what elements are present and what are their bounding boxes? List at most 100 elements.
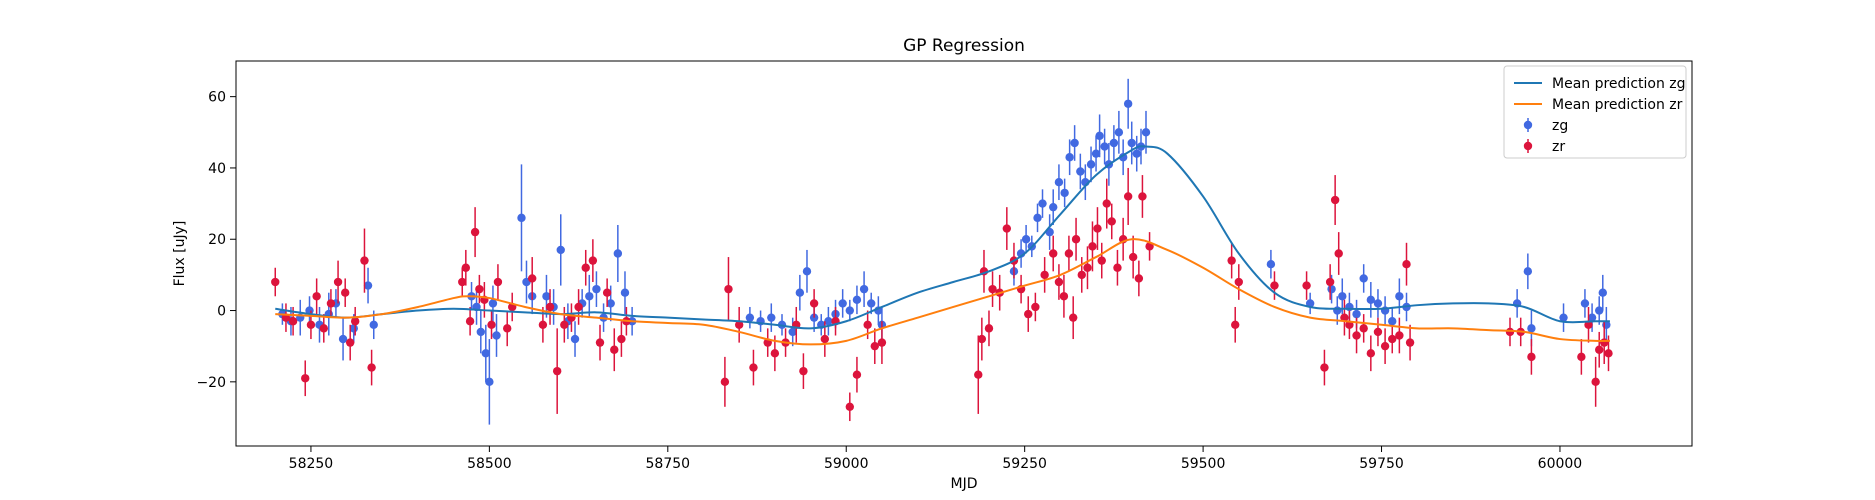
data-point-zg [795, 288, 805, 297]
y-tick-label: 0 [217, 304, 226, 320]
data-point-zr [1352, 331, 1361, 340]
chart-title: GP Regression [903, 36, 1025, 56]
data-point-zg [613, 249, 623, 258]
data-point-zr [1102, 199, 1111, 208]
data-point-zr [863, 320, 872, 329]
data-point-zg [824, 317, 833, 326]
legend-item-mean-prediction-zg: Mean prediction zg [1514, 76, 1686, 92]
data-point-zg [1580, 299, 1590, 308]
data-point-zg [1127, 138, 1136, 148]
data-point-zg [485, 377, 494, 387]
data-point-zr [984, 324, 994, 333]
x-tick-label: 58500 [467, 456, 512, 472]
data-point-zg [788, 327, 797, 337]
data-point-zr [475, 284, 484, 294]
data-point-zr [458, 277, 467, 287]
data-point-zr [870, 341, 879, 351]
legend-box [1503, 65, 1687, 159]
data-point-zg [1065, 153, 1074, 162]
data-point-zr [350, 317, 360, 326]
data-point-zg [1033, 213, 1042, 223]
data-point-zr [360, 256, 369, 265]
data-point-zr [988, 284, 997, 294]
data-point-zr [465, 317, 475, 326]
data-point-zg [1118, 153, 1128, 162]
data-point-zg [767, 313, 776, 322]
data-point-zg [1266, 259, 1276, 269]
data-point-zr [306, 320, 316, 329]
data-point-zg [1359, 274, 1368, 283]
data-point-zr [1088, 242, 1097, 251]
data-point-zg [1054, 178, 1064, 187]
data-point-zr [1325, 277, 1335, 287]
data-point-zg [1076, 167, 1085, 176]
data-point-zr [1359, 324, 1368, 333]
data-point-zg [845, 306, 855, 315]
x-tick-label: 58750 [646, 456, 691, 472]
data-point-zr [341, 288, 350, 297]
data-point-zr [1083, 263, 1092, 272]
data-point-zr [1577, 352, 1586, 362]
data-point-zg [1070, 138, 1079, 148]
data-point-zr [1402, 259, 1411, 269]
data-point-zg [1100, 142, 1109, 151]
data-point-zr [461, 263, 471, 272]
data-point-zg [1345, 302, 1354, 312]
data-point-zg [1141, 128, 1151, 137]
data-point-zr [749, 363, 758, 372]
data-point-zg [852, 295, 862, 305]
data-point-zr [503, 324, 512, 333]
x-tick-label: 59750 [1359, 456, 1404, 472]
y-tick-label: 20 [208, 232, 226, 248]
data-point-zr [1604, 349, 1613, 358]
data-point-zr [574, 302, 583, 312]
data-point-zr [799, 366, 808, 376]
data-point-zg [1091, 149, 1101, 158]
data-point-zr [1380, 341, 1390, 351]
data-point-zr [1395, 331, 1404, 340]
data-point-zr [610, 345, 619, 354]
data-point-zg [838, 299, 847, 308]
data-point-zg [1587, 313, 1597, 322]
data-point-zr [545, 302, 555, 312]
data-point-zg [745, 313, 755, 322]
data-point-zr [1054, 277, 1064, 287]
data-point-zr [581, 263, 590, 272]
data-point-zg [1595, 306, 1604, 315]
data-point-zr [1334, 249, 1343, 258]
data-point-zr [1138, 192, 1147, 201]
data-point-zr [1128, 252, 1138, 262]
x-tick-label: 58250 [289, 456, 334, 472]
data-point-zr [1231, 320, 1240, 329]
data-point-zg [1021, 235, 1031, 244]
data-point-zg [1352, 309, 1361, 319]
data-point-zg [1333, 306, 1342, 315]
data-point-zr [1340, 313, 1349, 322]
x-axis-title: MJD [951, 476, 978, 492]
data-point-zg [1527, 324, 1536, 333]
legend-item-mean-prediction-zr: Mean prediction zr [1514, 97, 1683, 113]
data-point-zg [1123, 99, 1133, 108]
data-point-zr [1024, 309, 1033, 319]
data-point-zr [724, 284, 733, 294]
data-point-zg [542, 292, 551, 301]
data-point-zr [1270, 281, 1279, 290]
data-point-zr [1330, 195, 1340, 205]
series-zr [271, 167, 1613, 422]
data-point-zg [1388, 317, 1397, 326]
legend-label-mean-prediction-zg: Mean prediction zg [1552, 76, 1686, 92]
data-point-zr [288, 317, 298, 326]
data-point-zr [820, 334, 830, 344]
data-point-zr [345, 338, 355, 347]
data-point-zr [602, 288, 612, 297]
data-point-zg [592, 284, 601, 294]
data-point-zr [367, 363, 376, 372]
data-point-zg [1095, 131, 1104, 141]
data-point-zr [1113, 263, 1122, 272]
data-point-zg [1366, 295, 1376, 305]
data-point-zr [809, 299, 819, 308]
data-point-zr [493, 277, 503, 287]
data-point-zr [1388, 334, 1397, 344]
data-point-zr [852, 370, 862, 379]
data-point-zr [470, 227, 480, 237]
